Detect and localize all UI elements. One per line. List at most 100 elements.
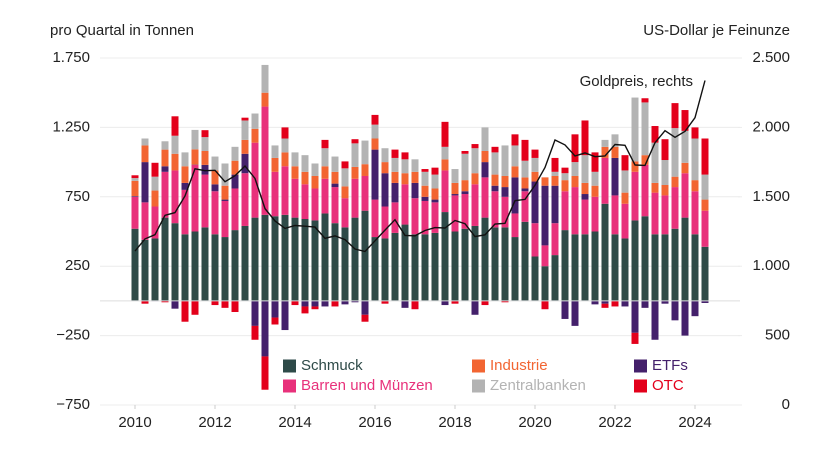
bar <box>271 317 279 325</box>
bar <box>241 139 249 154</box>
bar <box>261 300 269 357</box>
bar <box>661 139 669 161</box>
bar <box>231 300 239 313</box>
bar <box>671 128 679 177</box>
bar <box>301 171 309 185</box>
bar <box>241 153 249 174</box>
bar <box>421 196 429 201</box>
bar <box>411 182 419 199</box>
bar <box>161 149 169 167</box>
bar <box>261 214 269 301</box>
legend-swatch <box>283 379 296 393</box>
legend-swatch <box>283 359 296 373</box>
bar <box>291 178 299 218</box>
legend-swatch <box>472 359 485 373</box>
bar <box>631 171 639 221</box>
bar <box>441 146 449 160</box>
bar <box>331 156 339 172</box>
bar <box>381 162 389 174</box>
bar <box>331 171 339 184</box>
bar <box>411 300 419 310</box>
bar <box>351 217 359 301</box>
bar <box>551 157 559 172</box>
bar <box>401 184 409 225</box>
bar <box>171 300 179 309</box>
bar <box>521 191 529 222</box>
bar <box>601 203 609 301</box>
bar <box>441 212 449 301</box>
bar <box>521 188 529 192</box>
bar <box>621 170 629 193</box>
y2-tick-label: 1.500 <box>752 188 790 205</box>
bar <box>551 223 559 256</box>
bar <box>531 181 539 224</box>
bar <box>371 149 379 200</box>
bar <box>371 114 379 125</box>
bar <box>161 141 169 150</box>
bar <box>451 182 459 195</box>
bar <box>411 234 419 301</box>
bar <box>541 245 549 267</box>
bar <box>151 206 159 239</box>
bar <box>651 142 659 183</box>
bar <box>361 140 369 165</box>
bar <box>141 239 149 301</box>
bar <box>331 300 339 307</box>
bar <box>151 162 159 177</box>
bar <box>161 300 169 303</box>
bar <box>391 149 399 158</box>
bar <box>281 214 289 301</box>
bar <box>371 237 379 301</box>
bar <box>581 120 589 156</box>
bar <box>531 157 539 172</box>
bar <box>341 300 349 305</box>
bar <box>661 160 669 186</box>
bar <box>361 210 369 301</box>
bar <box>191 149 199 165</box>
bar <box>621 155 629 171</box>
line-annotation: Goldpreis, rechts <box>580 73 693 90</box>
bar <box>261 106 269 215</box>
bar <box>141 300 149 304</box>
bar <box>561 191 569 231</box>
bar <box>241 120 249 140</box>
bar <box>601 146 609 158</box>
bar <box>141 162 149 203</box>
bar <box>631 332 639 344</box>
bar <box>701 199 709 211</box>
legend-label: OTC <box>652 377 684 394</box>
legend-label: Zentralbanken <box>490 377 586 394</box>
bar <box>221 200 229 238</box>
bar <box>631 300 639 333</box>
bar <box>531 256 539 301</box>
bar <box>411 159 419 172</box>
bar <box>461 191 469 195</box>
bar <box>511 145 519 167</box>
bar <box>321 166 329 179</box>
bar <box>681 300 689 336</box>
bar <box>171 223 179 301</box>
bar <box>281 152 289 167</box>
bar <box>181 166 189 183</box>
bar <box>301 306 309 314</box>
bar <box>351 178 359 218</box>
bar <box>311 306 319 310</box>
bar <box>561 230 569 301</box>
bar <box>691 191 699 235</box>
bar <box>321 148 329 167</box>
bar <box>361 314 369 322</box>
bar <box>541 177 549 186</box>
bar <box>201 150 209 165</box>
bar <box>701 210 709 247</box>
bar <box>521 221 529 301</box>
bar <box>261 92 269 107</box>
bar <box>261 356 269 390</box>
legend-swatch <box>634 379 647 393</box>
bar <box>611 300 619 307</box>
bar <box>491 146 499 153</box>
bar <box>281 138 289 153</box>
bar <box>461 228 469 301</box>
bar <box>611 234 619 301</box>
bar <box>131 228 139 301</box>
bar <box>571 134 579 163</box>
